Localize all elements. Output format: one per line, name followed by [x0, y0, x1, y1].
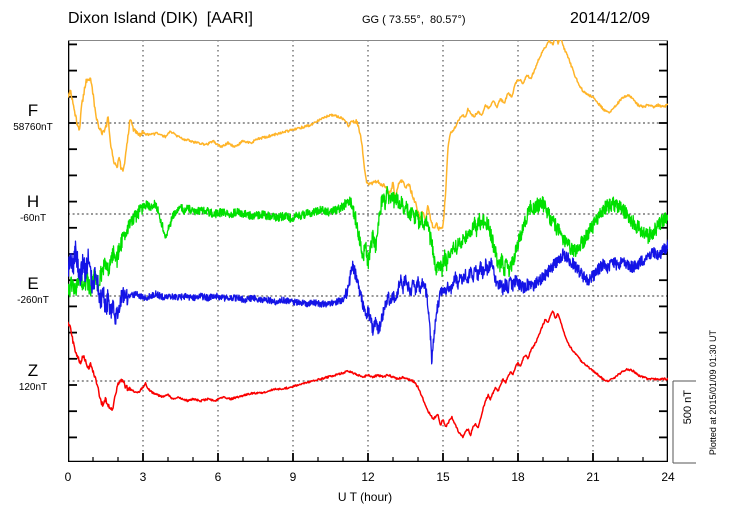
x-tick-label-24: 24	[661, 470, 675, 484]
component-value-f: 58760nT	[13, 122, 53, 133]
component-value-e: -260nT	[17, 295, 49, 306]
x-tick-label-0: 0	[64, 470, 72, 484]
component-letter-e: E	[27, 274, 39, 293]
x-tick-label-15: 15	[436, 470, 450, 484]
vertical-gridlines	[142, 40, 594, 462]
component-value-h: -60nT	[19, 213, 47, 224]
trace-h	[68, 185, 668, 298]
component-label-h: H -60nT	[2, 193, 64, 225]
component-label-f: F 58760nT	[2, 102, 64, 134]
component-label-e: E -260nT	[2, 275, 64, 307]
scale-bar-label: 500 nT	[682, 390, 694, 425]
x-tick-label-3: 3	[139, 470, 147, 484]
trace-e	[68, 239, 668, 365]
plotted-at-label: Plotted at 2015/01/09 01:30 UT	[708, 330, 718, 456]
x-tick-label-6: 6	[214, 470, 222, 484]
x-tick-label-21: 21	[586, 470, 600, 484]
x-axis-title: U T (hour)	[337, 490, 393, 504]
component-letter-h: H	[26, 192, 40, 211]
observation-date: 2014/12/09	[570, 10, 651, 27]
component-label-z: Z 120nT	[2, 362, 64, 394]
component-value-z: 120nT	[18, 382, 48, 393]
magnetogram-plot-area	[68, 40, 668, 462]
geographic-coordinates: GG ( 73.55°, 80.57°)	[362, 14, 466, 26]
y-axis-ticks	[68, 43, 668, 439]
component-letter-z: Z	[27, 361, 39, 380]
trace-z	[68, 310, 668, 439]
trace-f	[68, 40, 668, 231]
scale-bar	[672, 380, 696, 464]
component-baselines	[68, 122, 668, 382]
x-tick-label-9: 9	[289, 470, 297, 484]
station-title: Dixon Island (DIK) [AARI]	[68, 10, 253, 27]
x-tick-label-18: 18	[511, 470, 525, 484]
x-axis-ticks	[68, 453, 668, 462]
magnetogram-svg	[68, 40, 668, 462]
x-tick-label-12: 12	[361, 470, 375, 484]
component-letter-f: F	[27, 101, 39, 120]
